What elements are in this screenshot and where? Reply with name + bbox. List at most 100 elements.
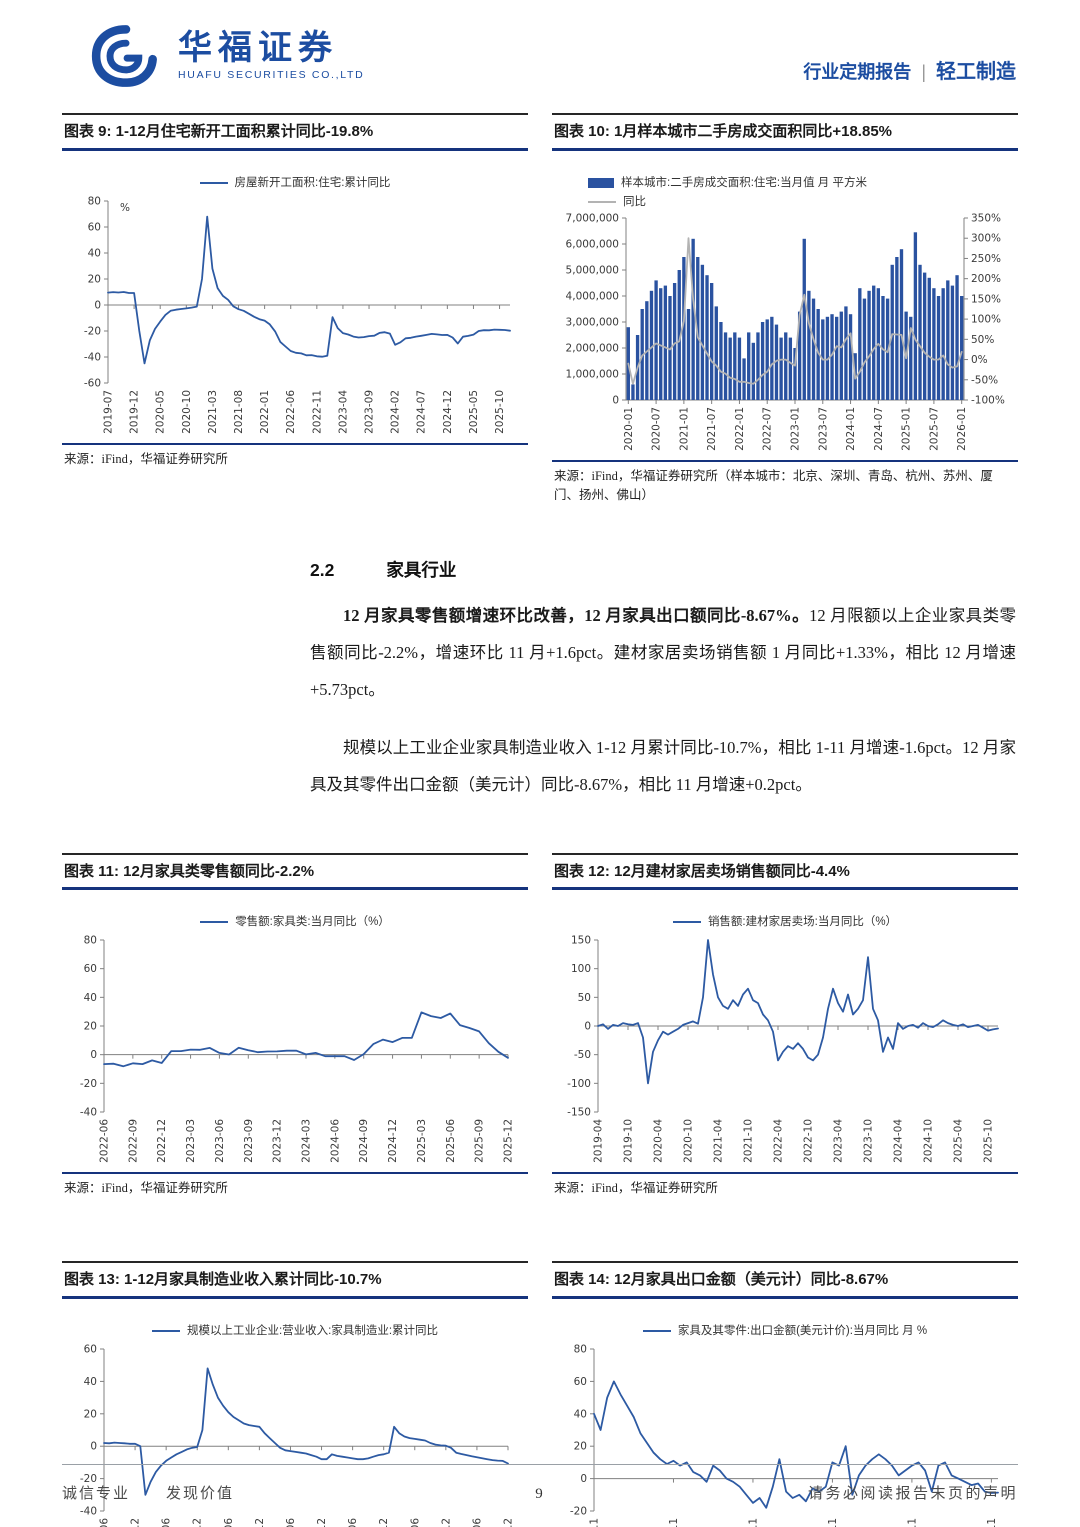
svg-text:2025-12: 2025-12: [503, 1518, 515, 1527]
svg-text:2019-10: 2019-10: [623, 1119, 635, 1163]
svg-text:2023-12: 2023-12: [378, 1518, 390, 1527]
svg-text:2019-04: 2019-04: [593, 1119, 605, 1163]
paragraph-1: 12 月家具零售额增速环比改善，12 月家具出口额同比-8.67%。12 月限额…: [310, 598, 1016, 708]
svg-text:-20: -20: [570, 1505, 587, 1517]
chart-legend-fig12: 销售额:建材家居卖场:当月同比（%）: [552, 905, 1018, 932]
svg-text:2024-12: 2024-12: [442, 390, 454, 434]
industry-name: 轻工制造: [936, 61, 1016, 83]
logo-cn-text: 华福证券: [178, 28, 338, 67]
page-header: 华福证券 HUAFU SECURITIES CO.,LTD 行业定期报告 | 轻工制…: [0, 0, 1080, 94]
svg-text:2019-06: 2019-06: [99, 1518, 111, 1527]
svg-text:100: 100: [571, 963, 591, 975]
section-furniture: 2.2 家具行业 12 月家具零售额增速环比改善，12 月家具出口额同比-8.67…: [310, 557, 1016, 803]
svg-text:6,000,000: 6,000,000: [566, 238, 619, 250]
svg-text:-40: -40: [80, 1505, 97, 1517]
logo-en-text: HUAFU SECURITIES CO.,LTD: [178, 69, 365, 82]
svg-text:4,000,000: 4,000,000: [566, 290, 619, 302]
legend-entry-line: 同比: [588, 194, 646, 210]
footer-motto: 诚信专业 发现价值: [62, 1482, 270, 1503]
svg-text:2024-04: 2024-04: [893, 1119, 905, 1163]
svg-text:-100%: -100%: [971, 394, 1005, 406]
svg-text:2021-04: 2021-04: [713, 1119, 725, 1163]
svg-text:2020-06: 2020-06: [161, 1518, 173, 1527]
svg-text:0: 0: [612, 394, 619, 406]
svg-text:-20: -20: [84, 325, 101, 337]
svg-text:2025-12: 2025-12: [503, 1119, 515, 1163]
paragraph-1-bold: 12 月家具零售额增速环比改善，12 月家具出口额同比-8.67%。: [343, 606, 810, 626]
svg-text:300%: 300%: [971, 232, 1001, 244]
chart-panel-fig12: 图表 12: 12月建材家居卖场销售额同比-4.4% 销售额:建材家居卖场:当月…: [552, 838, 1018, 1201]
svg-text:2022-12: 2022-12: [316, 1518, 328, 1527]
svg-text:-150: -150: [567, 1107, 591, 1119]
line-chart-fig14: 80 60 40 20 0 -202020-11 2021-11 2022-11 2023-11…: [570, 1343, 999, 1527]
chart-panel-fig9: 图表 9: 1-12月住宅新开工面积累计同比-19.8% 房屋新开工面积:住宅:…: [62, 98, 528, 507]
legend-line-swatch: [200, 921, 229, 924]
svg-text:40: 40: [84, 1376, 97, 1388]
svg-text:80: 80: [88, 195, 101, 207]
svg-text:2019-12: 2019-12: [129, 390, 141, 434]
chart-legend-fig11: 零售额:家具类:当月同比（%）: [62, 905, 528, 932]
charts-row-2: 图表 11: 12月家具类零售额同比-2.2% 零售额:家具类:当月同比（%） …: [0, 838, 1080, 1201]
chart-title-fig10: 图表 10: 1月样本城市二手房成交面积同比+18.85%: [552, 113, 1018, 151]
svg-text:2022-12: 2022-12: [156, 1119, 168, 1163]
svg-text:150: 150: [571, 935, 591, 947]
svg-text:-100: -100: [567, 1078, 591, 1090]
logo-text-block: 华福证券 HUAFU SECURITIES CO.,LTD: [178, 28, 365, 82]
svg-text:2025-11: 2025-11: [986, 1518, 998, 1527]
section-heading: 2.2 家具行业: [310, 557, 1016, 582]
chart-title-fig14: 图表 14: 12月家具出口金额（美元计）同比-8.67%: [552, 1261, 1018, 1299]
svg-text:0: 0: [584, 1021, 591, 1033]
charts-row-3: 图表 13: 1-12月家具制造业收入累计同比-10.7% 规模以上工业企业:营…: [0, 1246, 1080, 1527]
svg-text:2025-10: 2025-10: [494, 390, 506, 434]
svg-text:2021-07: 2021-07: [706, 407, 718, 451]
svg-text:2022-11: 2022-11: [311, 390, 323, 434]
svg-text:2019-12: 2019-12: [130, 1518, 142, 1527]
svg-text:2024-12: 2024-12: [440, 1518, 452, 1527]
svg-text:2021-03: 2021-03: [207, 390, 219, 434]
svg-text:2022-01: 2022-01: [734, 407, 746, 451]
page-footer: 诚信专业 发现价值 9 请务必阅读报告末页的声明: [62, 1464, 1018, 1503]
svg-text:150%: 150%: [971, 293, 1001, 305]
chart-source-fig10: 来源：iFind，华福证券研究所（样本城市：北京、深圳、青岛、杭州、苏州、厦门、…: [552, 459, 1018, 508]
legend-label: 同比: [623, 195, 646, 208]
report-type-text: 行业定期报告: [803, 62, 912, 82]
legend-label: 房屋新开工面积:住宅:累计同比: [234, 176, 391, 189]
svg-text:2022-06: 2022-06: [285, 389, 297, 433]
svg-text:-40: -40: [84, 351, 101, 363]
svg-text:2022-06: 2022-06: [99, 1119, 111, 1163]
chart-legend-fig14: 家具及其零件:出口金额(美元计价):当月同比 月 %: [552, 1314, 1018, 1341]
svg-text:2025-06: 2025-06: [445, 1119, 457, 1163]
svg-text:2023-06: 2023-06: [214, 1119, 226, 1163]
chart-title-fig12: 图表 12: 12月建材家居卖场销售额同比-4.4%: [552, 852, 1018, 891]
svg-text:2023-11: 2023-11: [827, 1518, 839, 1527]
svg-text:2022-07: 2022-07: [762, 407, 774, 451]
svg-text:2024-07: 2024-07: [416, 390, 428, 434]
svg-text:2022-04: 2022-04: [773, 1119, 785, 1163]
svg-text:40: 40: [574, 1408, 587, 1420]
svg-text:50%: 50%: [971, 334, 994, 346]
svg-text:2024-09: 2024-09: [358, 1119, 370, 1163]
paragraph-1-rest: 12 月限额以上企业家具类零售额同比-2.2%，增速环比 11 月+1.6pct…: [310, 606, 1016, 699]
footer-disclaimer: 请务必阅读报告末页的声明: [807, 1486, 1018, 1502]
svg-text:-50%: -50%: [971, 374, 998, 386]
svg-text:2022-09: 2022-09: [127, 1119, 139, 1163]
svg-text:2025-01: 2025-01: [901, 407, 913, 451]
svg-text:2023-04: 2023-04: [833, 1119, 845, 1163]
svg-text:2024-02: 2024-02: [390, 390, 402, 434]
chart-legend-fig10: 样本城市:二手房成交面积:住宅:当月值 月 平方米 同比: [552, 166, 1018, 210]
svg-text:2021-08: 2021-08: [233, 390, 245, 434]
svg-text:-60: -60: [84, 377, 101, 389]
svg-text:2024-07: 2024-07: [873, 407, 885, 451]
svg-text:40: 40: [84, 992, 97, 1004]
svg-text:2023-06: 2023-06: [347, 1518, 359, 1527]
legend-label: 规模以上工业企业:营业收入:家具制造业:累计同比: [186, 1324, 439, 1337]
section-title: 家具行业: [386, 560, 457, 581]
svg-text:2025-04: 2025-04: [953, 1119, 965, 1163]
svg-text:2024-12: 2024-12: [387, 1119, 399, 1163]
svg-text:2024-06: 2024-06: [329, 1119, 341, 1163]
svg-text:7,000,000: 7,000,000: [566, 212, 619, 224]
svg-text:-50: -50: [574, 1049, 591, 1061]
